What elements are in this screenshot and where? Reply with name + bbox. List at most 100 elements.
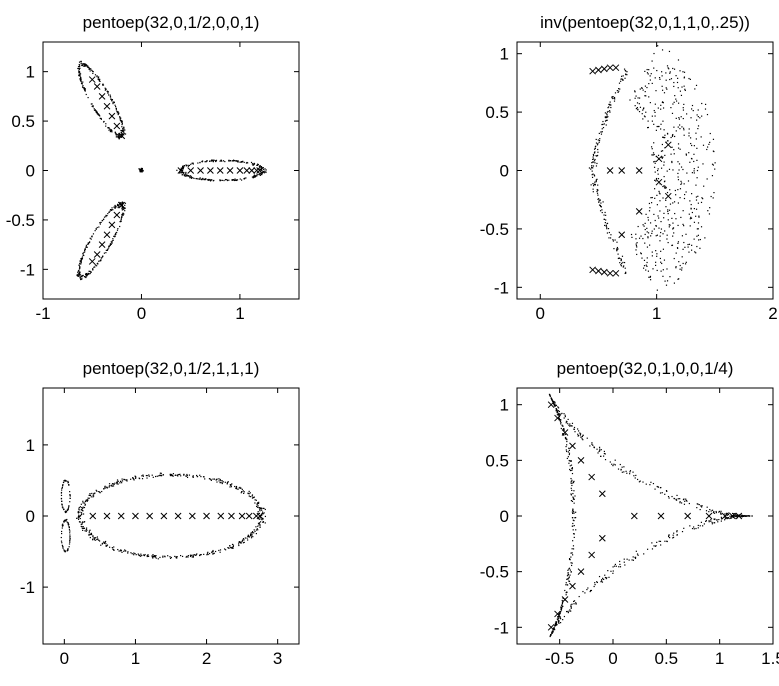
data-dot <box>685 233 687 235</box>
data-dot <box>95 489 97 491</box>
data-dot <box>565 584 567 586</box>
data-dot <box>638 481 641 483</box>
data-dot <box>61 500 63 502</box>
data-dot <box>82 254 84 256</box>
data-dot <box>602 126 605 129</box>
data-dot <box>91 492 93 495</box>
eigenvalue-marker <box>554 414 561 422</box>
data-dot <box>572 554 574 556</box>
data-dot <box>234 179 237 181</box>
data-dot <box>189 177 191 179</box>
data-dot <box>118 204 120 206</box>
data-dot <box>563 429 565 431</box>
data-dot <box>92 106 94 108</box>
data-dot <box>572 545 575 547</box>
data-dot <box>98 539 100 541</box>
data-dot <box>251 532 254 534</box>
data-dot <box>560 610 562 613</box>
data-dot <box>686 500 688 502</box>
data-dot <box>691 108 693 110</box>
data-dot <box>649 207 651 209</box>
data-dot <box>207 551 209 553</box>
data-dot <box>706 113 709 116</box>
data-dot <box>230 160 232 162</box>
data-dot <box>573 603 575 605</box>
data-dot <box>691 244 693 246</box>
data-dot <box>114 104 116 106</box>
data-dot <box>617 248 619 250</box>
data-dot <box>606 119 608 121</box>
data-dot <box>231 543 234 546</box>
data-dot <box>609 104 611 106</box>
data-dot <box>690 142 692 145</box>
data-dot <box>246 537 248 539</box>
data-dot <box>101 543 103 545</box>
data-dot <box>92 233 95 235</box>
data-dot <box>646 68 648 71</box>
data-dot <box>682 248 684 250</box>
data-dot <box>568 453 570 456</box>
data-dot <box>79 274 81 276</box>
data-dot <box>85 530 87 532</box>
data-dot <box>569 465 571 467</box>
data-dot <box>575 602 577 604</box>
data-dot <box>122 130 125 132</box>
data-dot <box>212 551 214 553</box>
data-dot <box>672 235 674 237</box>
data-dot <box>104 541 106 543</box>
data-dot <box>99 115 101 117</box>
data-dot <box>679 502 681 504</box>
data-dot <box>711 175 714 177</box>
data-dot <box>617 91 619 94</box>
data-dot <box>665 187 667 189</box>
eigenvalue-marker <box>93 251 101 258</box>
data-dot <box>96 112 98 114</box>
data-dot <box>224 160 226 163</box>
data-dot <box>84 248 86 250</box>
data-dot <box>695 138 697 140</box>
data-dot <box>556 410 558 412</box>
data-dot <box>240 179 243 181</box>
data-dot <box>93 495 95 497</box>
data-dot <box>682 109 685 111</box>
data-dot <box>77 517 79 519</box>
data-dot <box>186 174 188 176</box>
data-dot <box>651 120 653 122</box>
data-dot <box>592 191 594 193</box>
data-dot <box>83 506 86 509</box>
data-dot <box>114 131 116 133</box>
chart-title: pentoep(32,0,1/2,1,1,1) <box>83 359 260 378</box>
data-dot <box>90 532 92 535</box>
data-dot <box>97 114 100 116</box>
data-dot <box>124 479 126 481</box>
data-dot <box>629 470 632 472</box>
data-dot <box>124 129 126 131</box>
data-dot <box>121 482 123 484</box>
data-dot <box>101 490 103 493</box>
data-dot <box>571 484 573 487</box>
data-dot <box>725 517 727 520</box>
data-dot <box>600 455 602 457</box>
data-dot <box>592 158 595 160</box>
data-dot <box>232 179 235 181</box>
data-dot <box>565 445 567 448</box>
data-dot <box>115 232 117 234</box>
data-dot <box>635 233 637 235</box>
data-dot <box>89 270 91 272</box>
data-dot <box>570 500 573 502</box>
data-dot <box>573 524 575 527</box>
data-dot <box>570 562 572 564</box>
data-dot <box>122 213 124 215</box>
data-dot <box>247 535 249 537</box>
data-dot <box>660 123 662 125</box>
data-dot <box>62 524 64 527</box>
data-dot <box>664 185 666 187</box>
data-dot <box>111 546 113 549</box>
data-dot <box>742 515 744 517</box>
data-dot <box>240 161 242 163</box>
data-dot <box>107 127 110 129</box>
data-dot <box>157 558 159 560</box>
data-dot <box>141 475 143 477</box>
data-dot <box>662 156 664 158</box>
data-dot <box>556 623 558 626</box>
